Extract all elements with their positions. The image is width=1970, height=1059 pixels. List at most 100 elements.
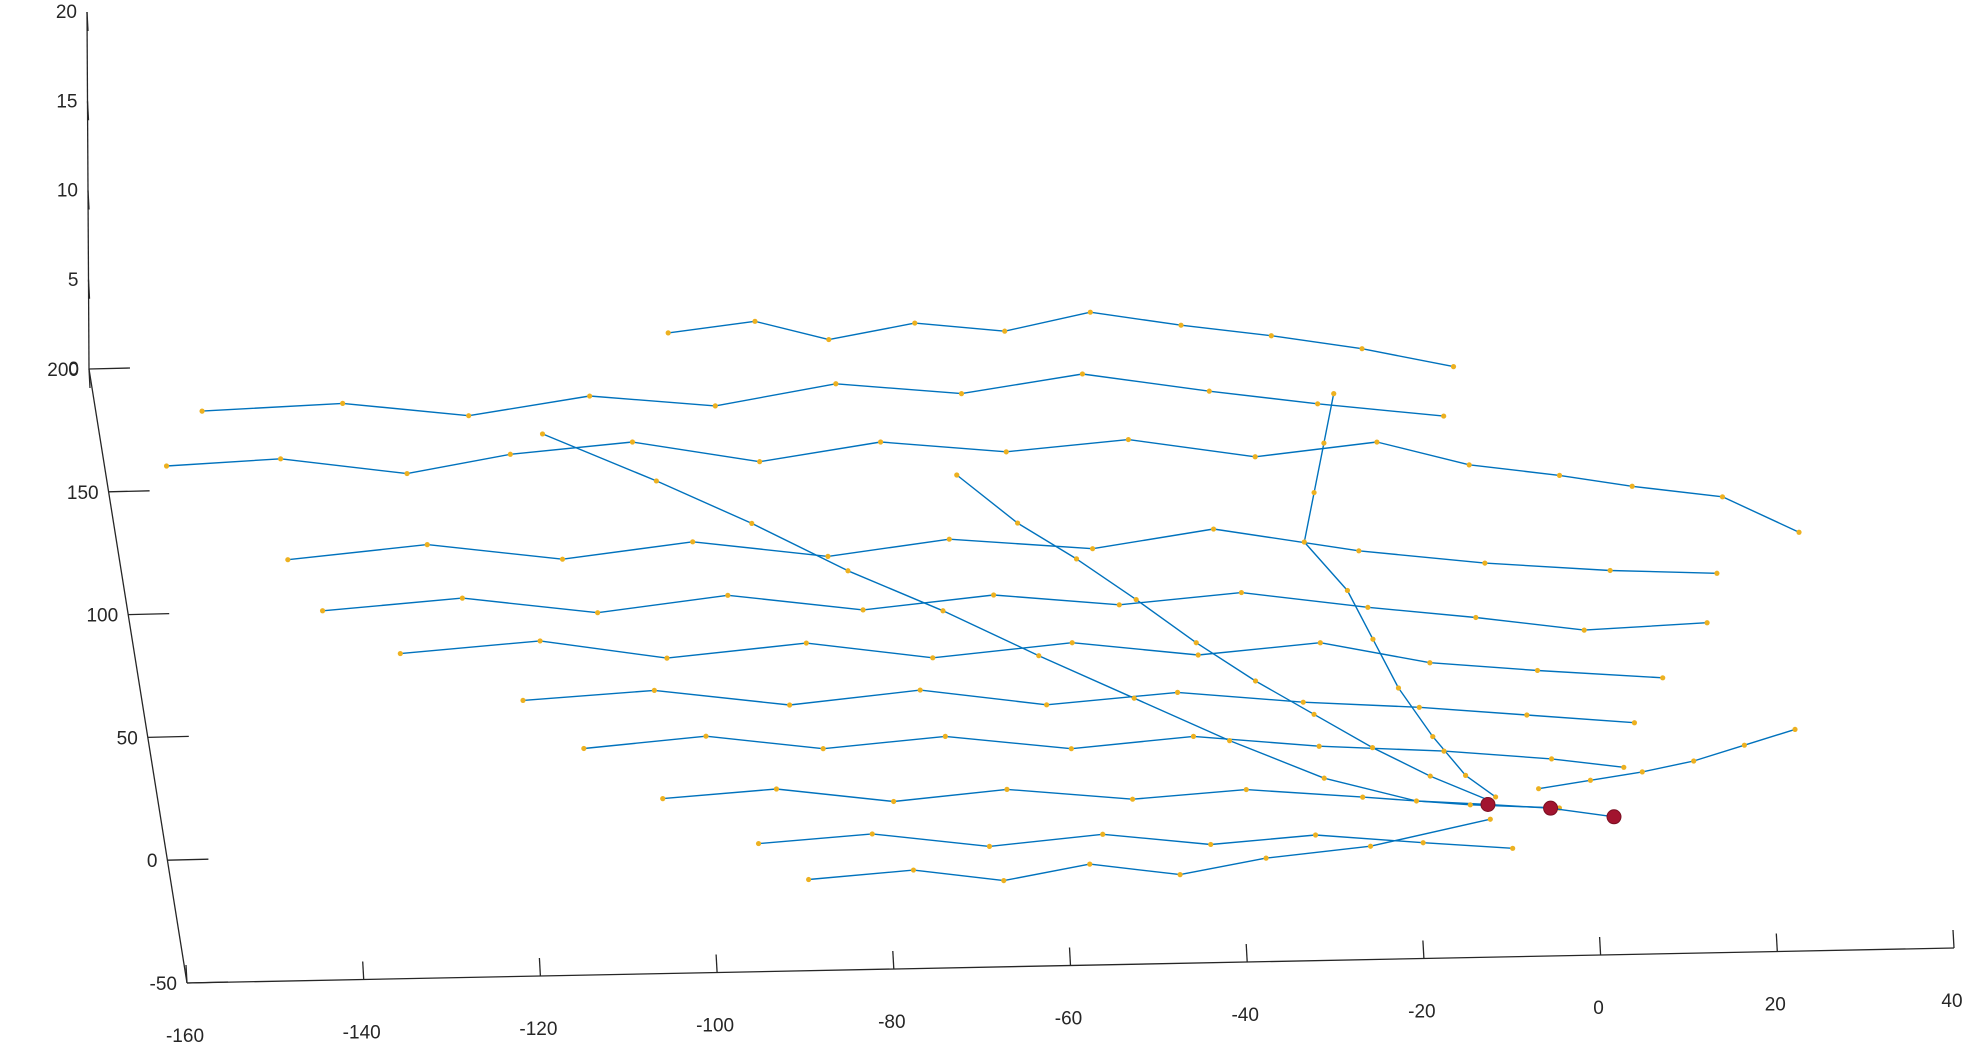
network-node bbox=[991, 592, 997, 598]
network-node bbox=[1741, 742, 1747, 748]
network-node bbox=[397, 650, 403, 657]
network-node bbox=[703, 733, 709, 739]
network-node bbox=[690, 539, 696, 545]
y-tick-label: 0 bbox=[147, 851, 158, 872]
y-tick bbox=[108, 490, 150, 493]
network-node bbox=[749, 520, 755, 527]
network-node bbox=[845, 568, 851, 574]
network-node bbox=[1714, 570, 1720, 576]
network-node bbox=[912, 320, 918, 326]
x-tick bbox=[892, 950, 895, 970]
x-tick-label: -60 bbox=[1055, 1009, 1082, 1030]
network-node bbox=[1069, 640, 1075, 646]
network-node bbox=[1316, 743, 1322, 749]
network-node bbox=[1238, 589, 1245, 596]
network-node bbox=[1416, 704, 1422, 710]
network-node bbox=[1315, 401, 1321, 407]
network-node bbox=[1100, 831, 1106, 837]
network-node bbox=[1536, 786, 1542, 792]
network-node bbox=[1487, 816, 1493, 822]
network-node bbox=[1252, 678, 1259, 684]
network-node bbox=[1044, 702, 1050, 708]
network-node bbox=[1125, 436, 1131, 443]
network-node bbox=[1116, 602, 1122, 608]
network-node bbox=[466, 413, 472, 419]
x-tick-label: 20 bbox=[1765, 995, 1786, 1016]
highlight-node bbox=[1606, 809, 1622, 825]
network-node bbox=[1369, 745, 1376, 751]
network-node bbox=[1621, 764, 1627, 770]
network-edge bbox=[808, 818, 1491, 882]
network-edge bbox=[400, 640, 1663, 679]
network-edge bbox=[287, 528, 1717, 574]
network-node bbox=[199, 408, 205, 414]
network-node bbox=[825, 553, 831, 559]
network-node bbox=[1177, 872, 1183, 878]
y-tick-label: 200 bbox=[47, 360, 79, 381]
z-tick bbox=[88, 368, 91, 389]
network-node bbox=[1581, 627, 1587, 633]
network-node bbox=[877, 439, 884, 445]
network-node bbox=[752, 318, 758, 324]
network-node bbox=[942, 733, 948, 739]
network-node bbox=[1190, 733, 1197, 739]
network-node bbox=[665, 330, 671, 336]
network-node bbox=[1607, 567, 1613, 574]
network-node bbox=[1466, 462, 1472, 468]
x-tick bbox=[538, 957, 542, 977]
network-node bbox=[930, 655, 936, 661]
network-node bbox=[1719, 494, 1726, 500]
network-node bbox=[1548, 756, 1555, 762]
y-tick bbox=[88, 367, 131, 370]
network-edge bbox=[758, 833, 1513, 849]
y-tick bbox=[147, 735, 189, 739]
x-tick bbox=[1245, 943, 1248, 963]
network-node bbox=[1796, 529, 1802, 535]
network-node bbox=[803, 640, 809, 646]
network-node bbox=[1321, 775, 1327, 781]
network-node bbox=[664, 655, 670, 661]
network-node bbox=[1087, 309, 1093, 315]
network-node bbox=[1208, 841, 1214, 848]
network-node bbox=[1301, 539, 1307, 545]
network-node bbox=[1001, 877, 1007, 884]
z-tick bbox=[87, 279, 91, 299]
z-tick-label: 15 bbox=[56, 91, 77, 112]
x-tick-label: -140 bbox=[343, 1023, 381, 1044]
y-axis-line bbox=[88, 368, 188, 984]
network-node bbox=[1243, 786, 1249, 793]
network-node bbox=[1360, 794, 1366, 800]
network-node bbox=[1356, 548, 1362, 554]
network-node bbox=[1660, 675, 1666, 681]
network-node bbox=[1178, 322, 1184, 328]
network-node bbox=[1210, 526, 1217, 532]
network-node bbox=[1015, 520, 1021, 526]
network-node bbox=[891, 798, 897, 805]
network-node bbox=[1473, 614, 1479, 621]
network-node bbox=[285, 557, 291, 563]
network-node bbox=[806, 876, 812, 883]
network-node bbox=[1441, 413, 1447, 419]
network-node bbox=[1311, 711, 1317, 717]
highlight-node bbox=[1543, 800, 1559, 816]
network-node bbox=[653, 478, 659, 484]
network-node bbox=[1374, 439, 1380, 445]
network-node bbox=[629, 439, 636, 445]
network-node bbox=[787, 702, 793, 708]
network-node bbox=[1430, 733, 1436, 740]
network-node bbox=[860, 607, 866, 613]
network-node bbox=[277, 456, 284, 462]
network-node bbox=[1370, 636, 1376, 642]
z-tick-label: 20 bbox=[56, 2, 77, 23]
z-tick-label: 0 bbox=[68, 359, 79, 380]
network-node bbox=[1004, 786, 1010, 792]
x-tick-label: 0 bbox=[1593, 998, 1604, 1019]
network-node bbox=[459, 595, 465, 601]
network-node bbox=[826, 336, 832, 343]
y-tick bbox=[167, 858, 209, 861]
x-tick bbox=[1068, 947, 1072, 966]
network-node bbox=[1073, 556, 1080, 562]
x-tick-label: -20 bbox=[1408, 1002, 1435, 1023]
x-tick-label: -120 bbox=[519, 1019, 557, 1040]
